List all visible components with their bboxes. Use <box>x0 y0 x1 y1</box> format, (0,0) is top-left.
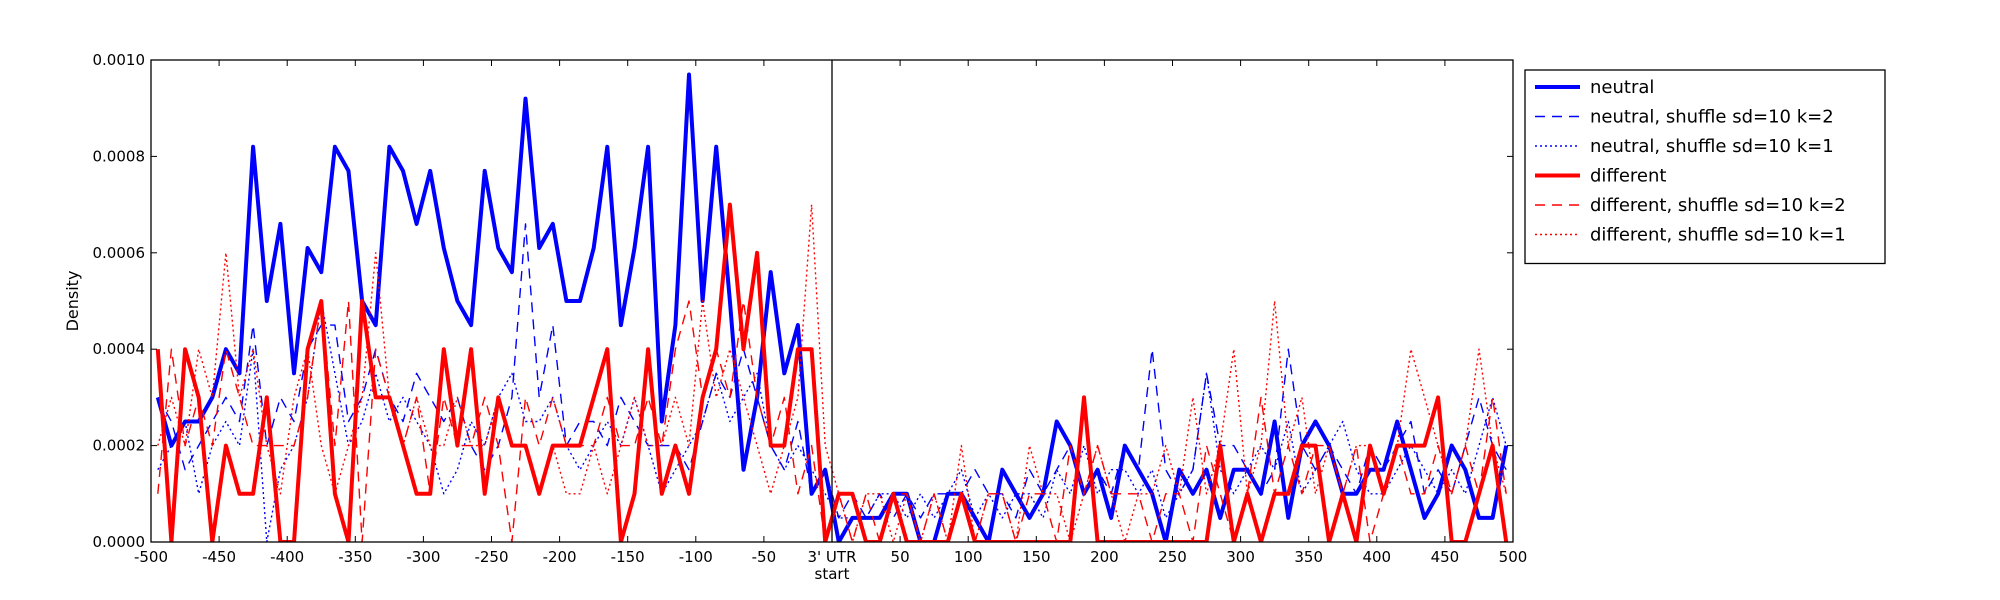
y-tick-label: 0.0010 <box>93 51 146 69</box>
x-tick-label: -100 <box>679 548 713 566</box>
axes: -500 -450 -400 -350 -300 -250 -200 -150 -100 -50 3… <box>63 51 1527 583</box>
legend-label: different, shuffle sd=10 k=2 <box>1590 195 1846 216</box>
x-tick-label: 350 <box>1294 548 1323 566</box>
x-tick-label: 150 <box>1022 548 1051 566</box>
x-tick-label: 50 <box>891 548 910 566</box>
legend-label: neutral, shuffle sd=10 k=2 <box>1590 107 1834 128</box>
x-tick-label: -350 <box>338 548 372 566</box>
utr-start-label: start <box>815 565 850 583</box>
x-tick-label: 500 <box>1499 548 1528 566</box>
y-tick-label: 0.0008 <box>93 147 146 165</box>
x-tick-label: -50 <box>752 548 777 566</box>
y-axis-label: Density <box>63 271 82 332</box>
legend: neutral neutral, shuffle sd=10 k=2 neutral… <box>1524 69 1886 265</box>
y-tick-label: 0.0004 <box>93 340 146 358</box>
legend-label: different, shuffle sd=10 k=1 <box>1590 225 1846 246</box>
y-tick-label: 0.0000 <box>93 533 146 551</box>
legend-label: neutral <box>1590 77 1654 98</box>
x-tick-label: -250 <box>474 548 508 566</box>
x-tick-label: -500 <box>134 548 168 566</box>
y-tick-label: 0.0006 <box>93 244 146 262</box>
x-tick-label: -150 <box>611 548 645 566</box>
x-tick-label: -200 <box>543 548 577 566</box>
x-tick-label: -400 <box>270 548 304 566</box>
x-tick-label: 3' UTR <box>808 548 857 566</box>
legend-label: neutral, shuffle sd=10 k=1 <box>1590 136 1834 157</box>
series-line-3 <box>157 300 1507 542</box>
legend-box <box>1524 69 1886 265</box>
x-tick-label: 100 <box>954 548 983 566</box>
x-tick-label: -300 <box>406 548 440 566</box>
x-tick-label: 300 <box>1226 548 1255 566</box>
x-tick-label: 250 <box>1158 548 1187 566</box>
x-tick-label: 200 <box>1090 548 1119 566</box>
y-tick-label: 0.0002 <box>93 437 146 455</box>
x-tick-label: 450 <box>1431 548 1460 566</box>
series-line-2 <box>157 223 1507 519</box>
legend-label: different <box>1590 166 1666 187</box>
x-tick-label: 400 <box>1362 548 1391 566</box>
x-tick-label: -450 <box>202 548 236 566</box>
